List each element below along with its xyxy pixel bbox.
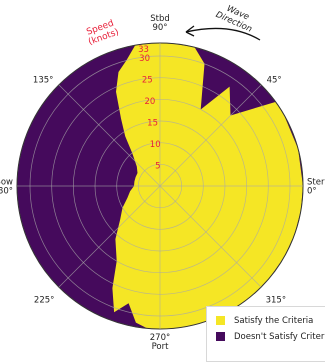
radial-tick-label: 10 bbox=[150, 140, 161, 150]
legend-label-not-satisfy: Doesn't Satisfy Criteria bbox=[234, 331, 325, 342]
angle-label-line: Stern bbox=[307, 178, 325, 188]
angle-label-270: 270° Port bbox=[150, 333, 170, 352]
angle-label-line: 315° bbox=[266, 296, 286, 306]
legend-swatch-satisfy bbox=[216, 316, 225, 325]
angle-label-line: 0° bbox=[307, 187, 317, 197]
radial-tick-label: 20 bbox=[144, 97, 155, 107]
radial-tick-label: 25 bbox=[142, 75, 153, 85]
wave-direction-arrow bbox=[185, 27, 261, 41]
angle-label-line: 225° bbox=[34, 296, 54, 306]
radial-axis-title: Speed(knots) bbox=[84, 18, 121, 48]
angle-label-line: 45° bbox=[267, 75, 282, 85]
angle-label-line: Bow bbox=[0, 178, 13, 188]
grid-spoke-225 bbox=[58, 185, 161, 288]
angle-label-line: Port bbox=[152, 342, 170, 352]
legend-label-satisfy: Satisfy the Criteria bbox=[234, 315, 314, 326]
radial-tick-label: 15 bbox=[147, 119, 158, 129]
polar-grid bbox=[16, 42, 304, 330]
wave-direction-arrowhead bbox=[185, 25, 195, 37]
angle-label-315: 315° bbox=[266, 296, 286, 306]
angle-label-45: 45° bbox=[267, 75, 282, 85]
legend-swatch-not-satisfy bbox=[216, 332, 225, 341]
angle-label-90: Stbd 90° bbox=[150, 14, 170, 33]
radial-tick-label: 30 bbox=[139, 54, 150, 64]
grid-spoke-45 bbox=[159, 84, 262, 187]
legend-item-satisfy: Satisfy the Criteria bbox=[216, 313, 325, 328]
radial-tick-label: 5 bbox=[155, 162, 160, 172]
angle-label-line: 270° bbox=[150, 333, 170, 343]
grid-spoke-135 bbox=[58, 84, 161, 187]
grid-spoke-315 bbox=[159, 185, 262, 288]
angle-label-line: 90° bbox=[152, 23, 167, 33]
angle-label-0: Stern0° bbox=[307, 178, 325, 197]
angle-label-225: 225° bbox=[34, 296, 54, 306]
angle-label-line: 135° bbox=[33, 75, 53, 85]
radial-tick-label: 33 bbox=[138, 45, 149, 55]
angle-label-180: Bow180° bbox=[0, 178, 13, 197]
angle-label-line: 180° bbox=[0, 187, 13, 197]
angle-label-135: 135° bbox=[33, 75, 53, 85]
wave-direction-label: WaveDirection bbox=[214, 1, 257, 35]
legend-item-not-satisfy: Doesn't Satisfy Criteria bbox=[216, 329, 325, 344]
angle-label-line: Stbd bbox=[150, 14, 170, 24]
legend: Satisfy the Criteria Doesn't Satisfy Cri… bbox=[206, 306, 325, 362]
